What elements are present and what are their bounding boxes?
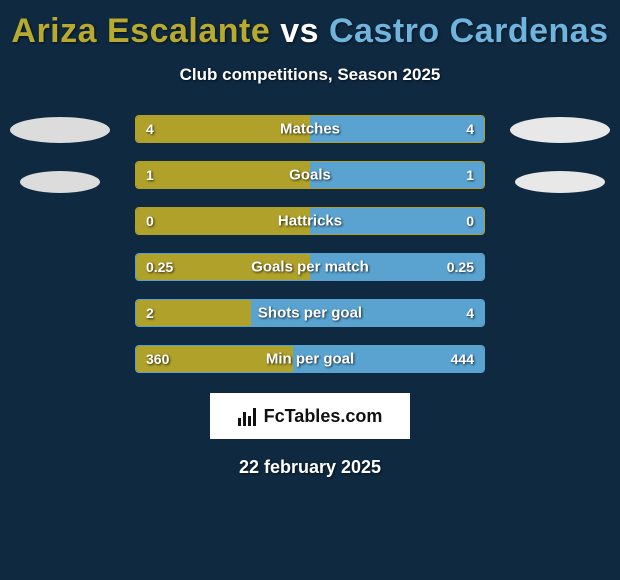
vs-text: vs bbox=[280, 12, 319, 50]
logo-text: FcTables.com bbox=[264, 406, 383, 427]
player2-name: Castro Cardenas bbox=[329, 12, 609, 50]
stat-value-left: 0.25 bbox=[146, 259, 173, 275]
avatar-shadow bbox=[10, 117, 110, 143]
stat-value-right: 444 bbox=[451, 351, 474, 367]
stat-value-left: 1 bbox=[146, 167, 154, 183]
player1-avatar-col bbox=[5, 115, 115, 373]
stat-value-left: 4 bbox=[146, 121, 154, 137]
stat-row: 0 0 Hattricks bbox=[135, 207, 485, 235]
comparison-body: 4 4 Matches 1 1 Goals 0 0 Hattricks 0.25 0.25 Goals… bbox=[0, 115, 620, 373]
stat-value-right: 0 bbox=[466, 213, 474, 229]
stat-value-left: 0 bbox=[146, 213, 154, 229]
stat-row: 2 4 Shots per goal bbox=[135, 299, 485, 327]
stat-label: Goals bbox=[289, 167, 331, 184]
stat-label: Goals per match bbox=[251, 259, 369, 276]
avatar-shadow bbox=[510, 117, 610, 143]
bar-chart-icon bbox=[238, 406, 258, 426]
stat-label: Shots per goal bbox=[258, 305, 362, 322]
date-text: 22 february 2025 bbox=[0, 457, 620, 478]
stat-value-right: 0.25 bbox=[447, 259, 474, 275]
stat-row: 0.25 0.25 Goals per match bbox=[135, 253, 485, 281]
player1-name: Ariza Escalante bbox=[11, 12, 270, 50]
stat-fill-left bbox=[136, 162, 310, 188]
stat-label: Min per goal bbox=[266, 351, 354, 368]
avatar-shadow bbox=[515, 171, 605, 193]
stat-row: 4 4 Matches bbox=[135, 115, 485, 143]
stat-value-right: 1 bbox=[466, 167, 474, 183]
player2-avatar-col bbox=[505, 115, 615, 373]
stats-column: 4 4 Matches 1 1 Goals 0 0 Hattricks 0.25 0.25 Goals… bbox=[135, 115, 485, 373]
stat-value-left: 2 bbox=[146, 305, 154, 321]
stat-value-right: 4 bbox=[466, 305, 474, 321]
stat-label: Hattricks bbox=[278, 213, 342, 230]
stat-fill-right bbox=[310, 162, 484, 188]
fctables-logo[interactable]: FcTables.com bbox=[210, 393, 410, 439]
avatar-shadow bbox=[20, 171, 100, 193]
stat-value-right: 4 bbox=[466, 121, 474, 137]
comparison-title: Ariza Escalante vs Castro Cardenas bbox=[0, 0, 620, 51]
stat-value-left: 360 bbox=[146, 351, 169, 367]
stat-row: 360 444 Min per goal bbox=[135, 345, 485, 373]
subtitle: Club competitions, Season 2025 bbox=[0, 65, 620, 85]
stat-label: Matches bbox=[280, 121, 340, 138]
stat-row: 1 1 Goals bbox=[135, 161, 485, 189]
